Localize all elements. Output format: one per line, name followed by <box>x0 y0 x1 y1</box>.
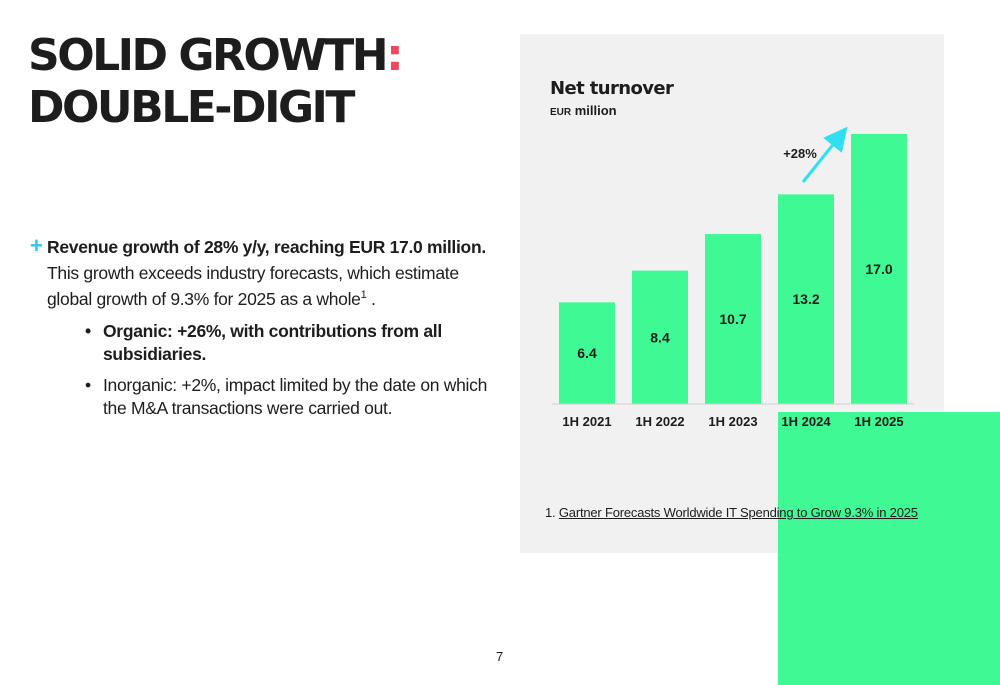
sub-bullet-organic: • Organic: +26%, with contributions from… <box>85 320 500 366</box>
value-label: 8.4 <box>650 329 670 345</box>
page-title: SOLID GROWTH: DOUBLE-DIGIT <box>28 30 404 134</box>
title-line-2: DOUBLE-DIGIT <box>28 82 355 133</box>
category-label: 1H 2024 <box>781 414 831 429</box>
main-bullet-text: This growth exceeds industry forecasts, … <box>47 263 459 309</box>
chart-unit-currency: EUR <box>550 107 572 118</box>
plus-icon: + <box>30 233 43 258</box>
sub-bullet-list: • Organic: +26%, with contributions from… <box>30 320 500 420</box>
bullet-list: + Revenue growth of 28% y/y, reaching EU… <box>30 234 500 428</box>
value-label: 17.0 <box>865 261 892 277</box>
bar-1h-2022 <box>632 270 688 404</box>
footnote-source-link[interactable]: Gartner Forecasts Worldwide IT Spending … <box>558 505 918 520</box>
growth-annotation: +28% <box>783 146 817 161</box>
growth-arrow-icon <box>801 126 848 183</box>
main-bullet: + Revenue growth of 28% y/y, reaching EU… <box>30 234 500 312</box>
bullet-dot-icon: • <box>85 375 91 395</box>
sub-bullet-inorganic: • Inorganic: +2%, impact limited by the … <box>85 374 500 420</box>
title-colon: : <box>386 30 404 81</box>
category-label: 1H 2023 <box>708 414 757 429</box>
title-line-1: SOLID GROWTH <box>28 30 389 81</box>
value-label: 10.7 <box>719 311 746 327</box>
chart-unit-scale: million <box>571 103 617 118</box>
sub-bullet-text: Inorganic: +2%, impact limited by the da… <box>103 375 488 418</box>
main-bullet-heading: Revenue growth of 28% y/y, reaching EUR … <box>47 237 486 257</box>
bar-1h-2021 <box>559 302 615 404</box>
bar-1h-2024 <box>778 194 834 404</box>
labels-layer: 6.4 1H 2021 8.4 1H 2022 10.7 1H 2023 13.2 1H 20… <box>562 261 903 429</box>
footnote-number: 1. <box>545 505 556 520</box>
category-label: 1H 2025 <box>854 414 903 429</box>
bullet-dot-icon: • <box>85 321 91 341</box>
value-label: 6.4 <box>577 345 597 361</box>
footnote-reference: 1 <box>360 289 367 302</box>
chart-title: Net turnover <box>550 78 674 99</box>
page-number: 7 <box>496 649 504 664</box>
category-label: 1H 2021 <box>562 414 611 429</box>
bar-1h-2023 <box>705 234 761 404</box>
footnote: 1. Gartner Forecasts Worldwide IT Spendi… <box>545 505 918 520</box>
chart-subtitle: EUR million <box>550 103 617 118</box>
main-bullet-end: . <box>366 289 376 309</box>
bars-layer <box>559 134 907 404</box>
category-label: 1H 2022 <box>635 414 684 429</box>
sub-bullet-text: Organic: +26%, with contributions from a… <box>103 321 442 364</box>
main-bullet-body: This growth exceeds industry forecasts, … <box>47 260 500 312</box>
decorative-green-block <box>778 412 1000 685</box>
bar-1h-2025 <box>851 134 907 404</box>
value-label: 13.2 <box>792 291 819 307</box>
